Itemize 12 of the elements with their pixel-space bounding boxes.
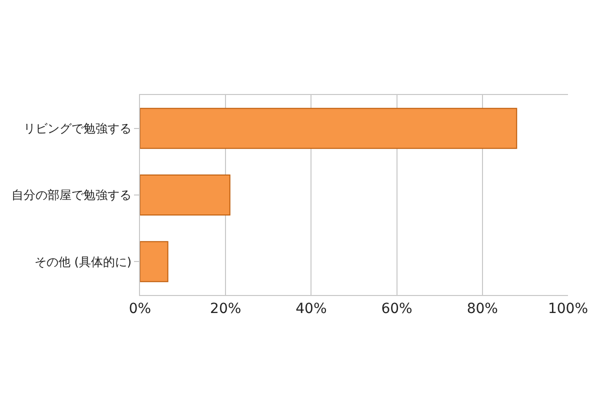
y-tick-label: 自分の部屋で勉強する [12, 188, 132, 202]
x-tick-label: 80% [466, 300, 498, 317]
y-tick-label: リビングで勉強する [24, 122, 132, 136]
x-tick-label: 60% [381, 300, 412, 317]
x-tick-label: 100% [548, 300, 588, 317]
x-tick-label: 40% [296, 300, 327, 317]
bar [140, 241, 168, 282]
bar [140, 108, 518, 149]
bar [140, 174, 230, 216]
y-tick-label: その他 (具体的に) [34, 254, 132, 269]
x-tick-label: 20% [210, 300, 242, 317]
x-tick-label: 0% [128, 300, 152, 317]
